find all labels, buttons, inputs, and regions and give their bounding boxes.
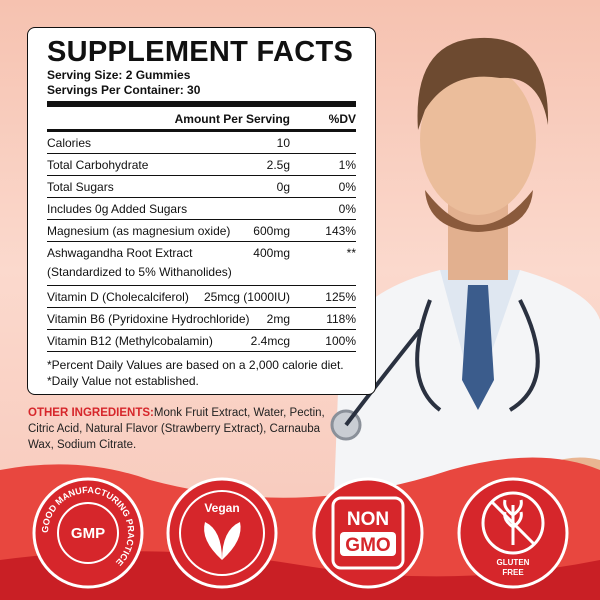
header-amount: Amount Per Serving [174, 112, 290, 126]
facts-rows: Calories 10 Total Carbohydrate 2.5g 1% Total … [47, 132, 356, 352]
nutrient-dv: 143% [325, 224, 356, 238]
nutrient-amount: 10 [276, 136, 290, 150]
facts-row: Vitamin B12 (Methylcobalamin) 2.4mcg 100% [47, 330, 356, 352]
nutrient-dv: 100% [325, 334, 356, 348]
nutrient-amount: 2.4mcg [250, 334, 290, 348]
nutrient-name: Vitamin B12 (Methylcobalamin) [47, 334, 213, 348]
nutrient-note: (Standardized to 5% Withanolides) [47, 265, 232, 279]
ingredients-label: OTHER INGREDIENTS: [28, 407, 154, 419]
nutrient-amount: 400mg [253, 246, 290, 260]
nutrient-name: Total Sugars [47, 180, 114, 194]
badge-label: Vegan [204, 501, 239, 515]
badge-nongmo: NON GMO [312, 477, 424, 589]
nutrient-dv: 0% [338, 180, 356, 194]
facts-row: Magnesium (as magnesium oxide) 600mg 143% [47, 220, 356, 242]
footnotes: *Percent Daily Values are based on a 2,0… [47, 357, 356, 389]
nutrient-name: Ashwagandha Root Extract [47, 246, 193, 260]
servings: Servings Per Container: 30 [47, 83, 201, 97]
nutrient-name: Total Carbohydrate [47, 158, 149, 172]
nutrient-amount: 2.5g [266, 158, 290, 172]
badge-gluten: GLUTEN FREE [457, 477, 569, 589]
nutrient-dv: 0% [338, 202, 356, 216]
badge-vegan: Vegan [166, 477, 278, 589]
facts-row: Includes 0g Added Sugars 0% [47, 198, 356, 220]
divider [47, 101, 356, 107]
facts-title: SUPPLEMENT FACTS [47, 36, 354, 68]
table-header: Amount Per Serving %DV [47, 107, 356, 132]
badge-label: FREE [502, 568, 524, 577]
nutrient-dv: 118% [326, 312, 356, 326]
badge-label: GMO [345, 535, 390, 556]
badge-label: NON [347, 509, 389, 530]
nutrient-name: Vitamin B6 (Pyridoxine Hydrochloride) [47, 312, 250, 326]
nutrient-name: Magnesium (as magnesium oxide) [47, 224, 231, 238]
nutrient-amount: 600mg [253, 224, 290, 238]
nutrient-dv: 125% [325, 290, 356, 304]
facts-row: Total Carbohydrate 2.5g 1% [47, 154, 356, 176]
header-dv: %DV [328, 112, 356, 126]
nutrient-dv: 1% [338, 158, 356, 172]
footnote: *Percent Daily Values are based on a 2,0… [47, 358, 344, 372]
badge-label: GLUTEN [497, 558, 530, 567]
facts-row: Calories 10 [47, 132, 356, 154]
facts-row: Total Sugars 0g 0% [47, 176, 356, 198]
nutrient-name: Calories [47, 136, 92, 150]
facts-row: Vitamin B6 (Pyridoxine Hydrochloride) 2mg… [47, 308, 356, 330]
badge-label: GMP [71, 525, 105, 542]
supplement-facts: SUPPLEMENT FACTS Serving Size: 2 Gummies… [27, 27, 376, 395]
ingredients: OTHER INGREDIENTS:Monk Fruit Extract, Wa… [28, 405, 348, 453]
facts-row: Vitamin D (Cholecalciferol) 25mcg (1000IU… [47, 286, 356, 308]
ingredients-text: Monk Fruit Extract, Water, Pectin, Citri… [28, 407, 325, 451]
nutrient-name: Includes 0g Added Sugars [47, 202, 188, 216]
nutrient-dv: ** [346, 246, 356, 260]
footnote: *Daily Value not established. [47, 374, 199, 388]
red-wave-dark [0, 551, 600, 600]
facts-row: Ashwagandha Root Extract (Standardized to… [47, 242, 356, 286]
nutrient-amount: 2mg [266, 312, 290, 326]
nutrient-name: Vitamin D (Cholecalciferol) [47, 290, 189, 304]
serving-size: Serving Size: 2 Gummies [47, 68, 191, 82]
badge-gmp: GOOD MANUFACTURING PRACTICE GMP [32, 477, 144, 589]
nutrient-amount: 25mcg (1000IU) [203, 290, 290, 304]
nutrient-amount: 0g [276, 180, 290, 194]
